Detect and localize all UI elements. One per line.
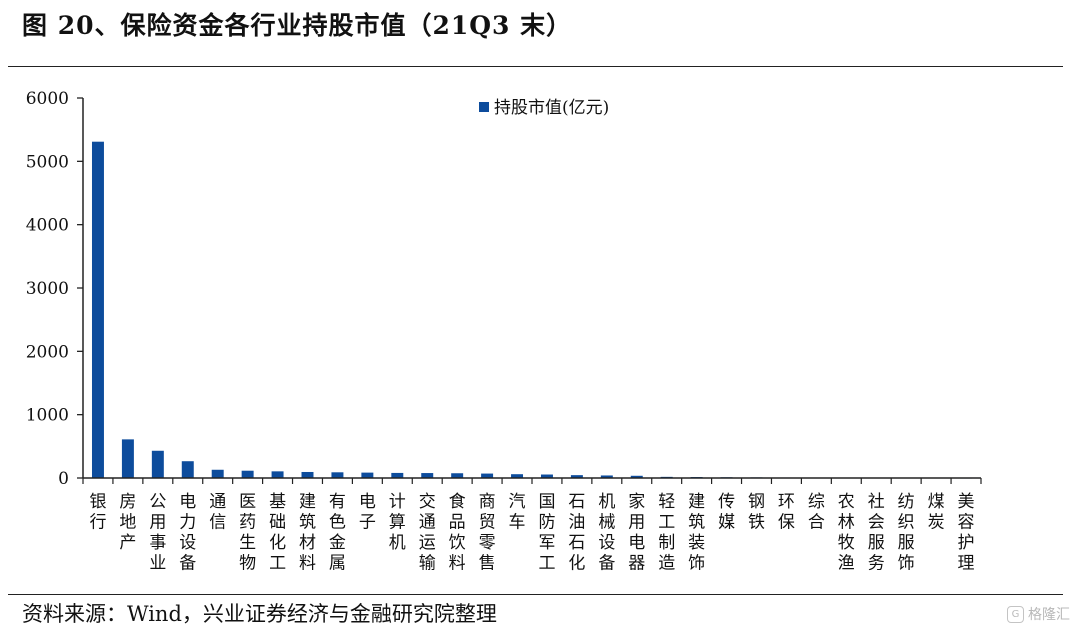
y-tick-label: 0: [58, 469, 69, 489]
x-category-label: 汽车: [509, 492, 526, 533]
bar-group: [92, 142, 972, 479]
watermark-logo-icon: G: [1007, 606, 1024, 623]
x-category-label: 建筑装饰: [688, 492, 705, 574]
bar-4: [182, 461, 194, 478]
bar-3: [152, 451, 164, 478]
x-category-label: 石油石化: [568, 492, 585, 574]
x-category-label: 计算机: [389, 492, 406, 553]
x-category-label: 医药生物: [239, 492, 256, 574]
x-category-label: 综合: [808, 492, 825, 533]
x-category-label: 交通运输: [419, 492, 436, 574]
y-tick-label: 3000: [26, 279, 69, 299]
source-note: 资料来源：Wind，兴业证券经济与金融研究院整理: [22, 598, 497, 628]
bar-9: [331, 472, 343, 478]
y-tick-label: 2000: [26, 342, 69, 362]
bottom-rule: [8, 594, 1063, 595]
bar-7: [272, 471, 284, 478]
x-category-label: 环保: [778, 492, 795, 533]
x-category-label: 建筑材料: [299, 492, 316, 574]
y-tick-label: 6000: [26, 89, 69, 109]
x-category-label: 商贸零售: [479, 492, 496, 574]
x-category-label: 轻工制造: [658, 492, 675, 574]
x-category-label: 钢铁: [748, 492, 765, 533]
legend-swatch: [479, 102, 489, 112]
legend-label: 持股市值(亿元): [494, 98, 609, 118]
x-category-label: 食品饮料: [449, 492, 466, 574]
bar-11: [391, 473, 403, 478]
bar-chart: 0 1000 2000 3000 4000 5000 6000 银行房地产公用事业电力设备通…: [0, 0, 1080, 594]
x-category-label: 美容护理: [958, 492, 975, 574]
x-category-label: 纺织服饰: [898, 492, 915, 574]
x-category-label: 机械设备: [598, 492, 615, 574]
legend: 持股市值(亿元): [479, 98, 609, 118]
bar-6: [242, 471, 254, 478]
watermark: G 格隆汇: [1007, 604, 1070, 624]
x-category-label: 社会服务: [868, 492, 885, 574]
x-category-label: 传媒: [718, 492, 735, 533]
bar-10: [361, 473, 373, 478]
x-category-label: 基础化工: [269, 492, 286, 574]
x-category-label: 电子: [359, 492, 376, 533]
x-label-group: 银行房地产公用事业电力设备通信医药生物基础化工建筑材料有色金属电子计算机交通运输…: [89, 492, 974, 574]
bar-1: [92, 142, 104, 478]
x-category-label: 房地产: [119, 492, 136, 553]
x-category-label: 公用事业: [149, 492, 166, 574]
bar-8: [302, 472, 314, 478]
bar-2: [122, 439, 134, 478]
x-category-label: 通信: [209, 492, 226, 533]
y-tick-label: 1000: [26, 406, 69, 426]
y-tick-label: 4000: [26, 216, 69, 236]
y-tick-group: 0 1000 2000 3000 4000 5000 6000: [26, 89, 83, 489]
x-category-label: 电力设备: [179, 492, 196, 574]
x-category-label: 有色金属: [329, 492, 346, 574]
x-category-label: 煤炭: [928, 492, 945, 533]
bar-5: [212, 470, 224, 478]
x-tick-group: [83, 478, 981, 484]
x-category-label: 国防军工: [538, 492, 555, 574]
x-category-label: 银行: [89, 492, 106, 533]
y-tick-label: 5000: [26, 152, 69, 172]
watermark-text: 格隆汇: [1028, 604, 1070, 624]
x-category-label: 家用电器: [628, 492, 645, 574]
x-category-label: 农林牧渔: [838, 492, 855, 574]
